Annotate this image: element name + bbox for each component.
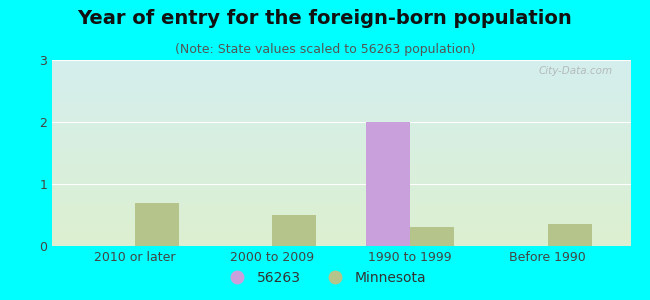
Text: City-Data.com: City-Data.com	[539, 66, 613, 76]
Bar	[272, 215, 317, 246]
Bar	[548, 224, 592, 246]
Bar	[135, 202, 179, 246]
Legend: 56263, Minnesota: 56263, Minnesota	[218, 265, 432, 290]
Bar	[410, 227, 454, 246]
Bar	[366, 122, 410, 246]
Text: (Note: State values scaled to 56263 population): (Note: State values scaled to 56263 popu…	[175, 44, 475, 56]
Text: Year of entry for the foreign-born population: Year of entry for the foreign-born popul…	[77, 9, 573, 28]
